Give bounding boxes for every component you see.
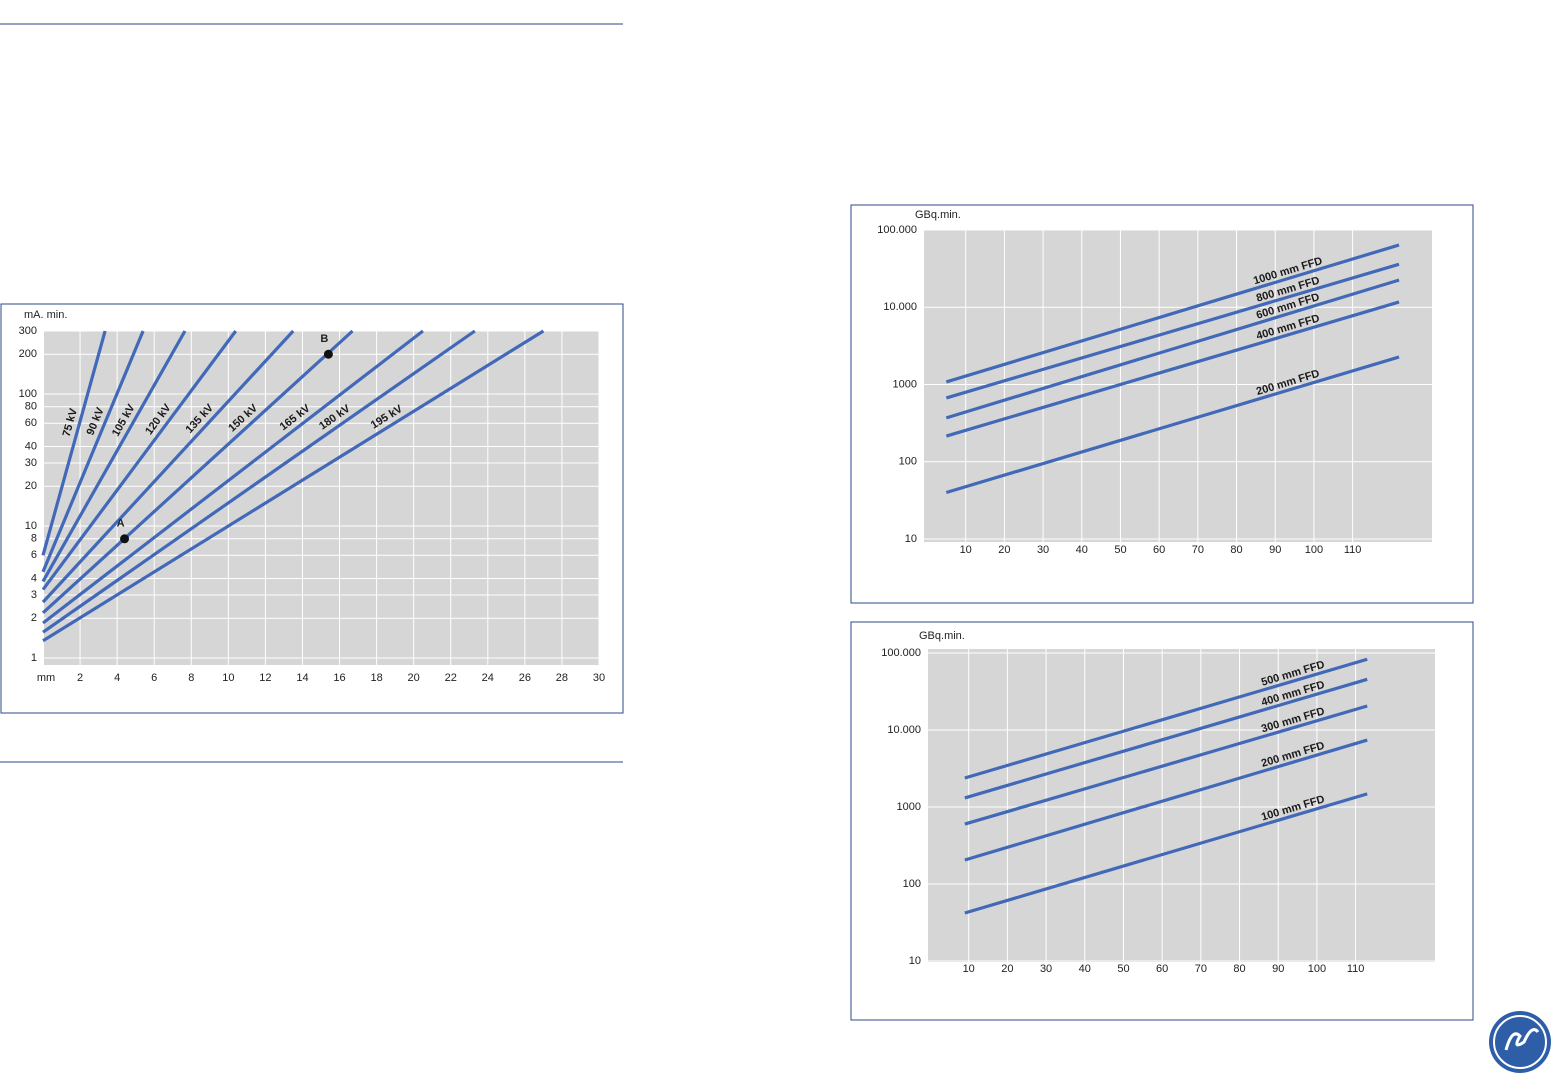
x-tick-label: 110 (1347, 963, 1365, 975)
annotation-point (120, 534, 130, 544)
y-tick-label: 10 (905, 533, 917, 545)
x-tick-label: 24 (482, 672, 494, 684)
annotation-label: B (320, 333, 328, 345)
y-tick-label: 100 (903, 878, 921, 890)
x-tick-label: 22 (445, 672, 457, 684)
y-tick-label: 100.000 (877, 224, 917, 236)
y-tick-label: 10.000 (883, 301, 917, 313)
x-tick-label: 90 (1269, 544, 1281, 556)
x-tick-label: 10 (963, 963, 975, 975)
x-tick-label: 80 (1233, 963, 1245, 975)
y-tick-label: 100.000 (881, 647, 921, 659)
series-line (964, 738, 1368, 862)
x-tick-label: 20 (408, 672, 420, 684)
annotation-label: A (117, 518, 125, 530)
x-axis-label: mm (37, 672, 55, 684)
y-tick-label: 6 (31, 549, 37, 561)
y-axis-label: GBq.min. (919, 630, 965, 642)
x-tick-label: 30 (1040, 963, 1052, 975)
chart: GBq.min. 10 100 1000 10.000 100.000 10 20 30 40 50… (850, 204, 1474, 604)
x-tick-label: 8 (188, 672, 194, 684)
y-tick-label: 10 (909, 955, 921, 967)
chart: GBq.min. 10 100 1000 10.000 100.000 10 20 30 40 50… (850, 621, 1474, 1021)
x-tick-label: 60 (1156, 963, 1168, 975)
x-tick-label: 80 (1230, 544, 1242, 556)
x-tick-label: 10 (222, 672, 234, 684)
y-tick-label: 1000 (897, 801, 921, 813)
x-tick-label: 16 (333, 672, 345, 684)
y-tick-label: 200 (19, 348, 37, 360)
x-tick-label: 26 (519, 672, 531, 684)
y-tick-label: 80 (25, 401, 37, 413)
x-tick-label: 50 (1117, 963, 1129, 975)
x-tick-label: 30 (593, 672, 605, 684)
y-tick-label: 100 (19, 388, 37, 400)
x-tick-label: 50 (1114, 544, 1126, 556)
x-tick-label: 28 (556, 672, 568, 684)
y-tick-label: 10 (25, 520, 37, 532)
series-line (41, 330, 145, 573)
series-line (41, 329, 295, 604)
series-line (945, 355, 1400, 495)
x-tick-label: 30 (1037, 544, 1049, 556)
x-tick-label: 14 (296, 672, 308, 684)
y-tick-label: 1000 (893, 378, 917, 390)
series-line (42, 329, 545, 643)
y-tick-label: 40 (25, 440, 37, 452)
series-line (41, 330, 187, 583)
series-line (945, 262, 1400, 400)
plot-area (44, 331, 599, 665)
plot-area (924, 230, 1432, 542)
x-tick-label: 12 (259, 672, 271, 684)
x-tick-label: 18 (370, 672, 382, 684)
y-tick-label: 60 (25, 417, 37, 429)
series-line (945, 278, 1400, 420)
series-line (945, 243, 1400, 384)
y-tick-label: 8 (31, 533, 37, 545)
y-tick-label: 20 (25, 480, 37, 492)
y-tick-label: 1 (31, 652, 37, 664)
y-tick-label: 10.000 (887, 724, 921, 736)
series-line (41, 330, 238, 591)
x-tick-label: 100 (1305, 544, 1323, 556)
x-tick-label: 90 (1272, 963, 1284, 975)
x-tick-label: 70 (1195, 963, 1207, 975)
series-line (41, 329, 354, 614)
x-tick-label: 4 (114, 672, 120, 684)
y-tick-label: 100 (899, 456, 917, 468)
x-tick-label: 60 (1153, 544, 1165, 556)
x-tick-label: 2 (77, 672, 83, 684)
annotation-point (323, 349, 333, 359)
series-line (42, 329, 424, 625)
series-line (41, 330, 107, 556)
x-tick-label: 6 (151, 672, 157, 684)
y-tick-label: 30 (25, 457, 37, 469)
x-tick-label: 20 (998, 544, 1010, 556)
series-line (945, 300, 1400, 438)
x-tick-label: 20 (1001, 963, 1013, 975)
y-tick-label: 2 (31, 612, 37, 624)
y-axis-label: mA. min. (24, 309, 67, 321)
x-tick-label: 110 (1344, 544, 1362, 556)
y-tick-label: 4 (31, 572, 37, 584)
plot-area (928, 649, 1435, 962)
x-tick-label: 10 (960, 544, 972, 556)
y-axis-label: GBq.min. (915, 209, 961, 221)
series-line (964, 792, 1368, 915)
series-line (964, 657, 1368, 780)
series-line (42, 329, 476, 634)
x-tick-label: 40 (1076, 544, 1088, 556)
logo (1489, 1011, 1551, 1073)
x-tick-label: 100 (1308, 963, 1326, 975)
x-tick-label: 70 (1192, 544, 1204, 556)
x-tick-label: 40 (1079, 963, 1091, 975)
series-line (964, 704, 1368, 826)
series-line (964, 677, 1368, 800)
y-tick-label: 300 (19, 325, 37, 337)
y-tick-label: 3 (31, 589, 37, 601)
